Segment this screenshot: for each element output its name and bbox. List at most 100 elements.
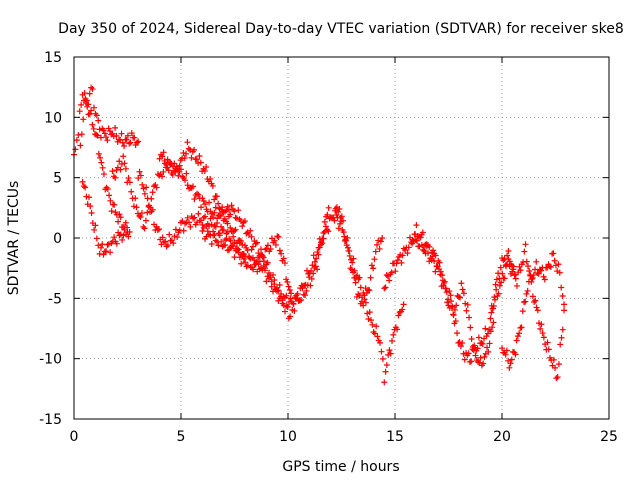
data-point: [452, 318, 459, 325]
data-point: [160, 239, 167, 246]
data-point: [439, 277, 446, 284]
data-point: [393, 260, 400, 267]
data-point: [200, 197, 207, 204]
data-point: [331, 217, 338, 224]
data-point: [557, 341, 564, 348]
y-tick-label: 0: [53, 231, 62, 247]
data-point: [505, 248, 512, 255]
data-point: [546, 263, 553, 270]
data-point: [150, 183, 157, 190]
data-point: [554, 374, 561, 381]
data-point: [232, 214, 239, 221]
data-point: [550, 356, 557, 363]
data-point: [231, 208, 238, 215]
data-point: [127, 139, 134, 146]
data-point: [253, 239, 260, 246]
data-point: [228, 202, 235, 209]
data-point: [227, 237, 234, 244]
data-point: [184, 214, 191, 221]
data-point: [103, 248, 110, 255]
data-point: [513, 282, 520, 289]
data-point: [348, 266, 355, 273]
data-point: [538, 267, 545, 274]
data-point: [516, 330, 523, 337]
data-point: [429, 253, 436, 260]
data-point: [561, 307, 568, 314]
data-point: [285, 283, 292, 290]
data-point: [325, 204, 332, 211]
data-point: [531, 298, 538, 305]
data-point: [213, 193, 220, 200]
data-point: [349, 259, 356, 266]
data-point: [324, 226, 331, 233]
data-point: [465, 350, 472, 357]
data-point: [499, 345, 505, 352]
series-track-f: [156, 149, 332, 314]
data-point: [389, 337, 396, 344]
data-point: [561, 301, 568, 308]
data-point: [140, 185, 147, 192]
data-point: [216, 232, 223, 239]
data-point: [499, 270, 506, 277]
data-point: [123, 136, 130, 143]
data-point: [88, 107, 95, 114]
data-point: [96, 250, 103, 257]
data-point: [522, 298, 529, 305]
data-point: [260, 258, 267, 265]
data-point: [491, 296, 498, 303]
data-point: [125, 175, 132, 182]
data-point: [241, 218, 248, 225]
data-point: [105, 241, 112, 248]
y-tick-label: -15: [39, 412, 62, 428]
data-point: [334, 214, 341, 221]
data-point: [508, 356, 515, 363]
data-point: [441, 279, 448, 286]
data-point: [466, 314, 473, 321]
data-point: [413, 222, 420, 229]
data-point: [139, 181, 146, 188]
data-point: [272, 286, 279, 293]
data-point: [272, 241, 279, 248]
data-point: [236, 240, 243, 247]
data-point: [206, 222, 213, 229]
data-point: [374, 241, 381, 248]
data-point: [224, 203, 231, 210]
data-point: [121, 224, 128, 231]
data-point: [107, 249, 114, 256]
data-point: [460, 290, 467, 297]
data-point: [294, 290, 301, 297]
data-point: [381, 285, 388, 292]
data-point: [505, 256, 512, 263]
data-point: [340, 229, 347, 236]
data-point: [185, 145, 192, 152]
data-point: [308, 267, 315, 274]
data-point: [450, 311, 457, 318]
data-point: [78, 131, 85, 138]
data-point: [211, 209, 218, 216]
data-point: [82, 100, 89, 107]
data-point: [445, 296, 452, 303]
data-point: [130, 203, 137, 210]
data-point: [539, 330, 546, 337]
data-point: [530, 272, 537, 279]
x-tick-label: 5: [177, 429, 186, 445]
series-track-c: [79, 178, 131, 258]
data-point: [101, 130, 108, 137]
y-tick-label: 15: [44, 50, 62, 66]
data-point: [78, 101, 85, 108]
data-point: [295, 297, 302, 304]
data-point: [153, 184, 160, 191]
data-point: [111, 201, 118, 208]
data-point: [394, 257, 401, 264]
data-point: [534, 307, 541, 314]
data-point: [240, 219, 247, 226]
data-point: [126, 140, 133, 147]
data-point: [509, 263, 516, 270]
data-point: [195, 191, 202, 198]
data-point: [482, 325, 489, 332]
data-point: [233, 215, 240, 222]
data-point: [437, 271, 444, 278]
data-point: [156, 172, 163, 179]
data-point: [399, 252, 406, 259]
data-point: [215, 242, 222, 249]
